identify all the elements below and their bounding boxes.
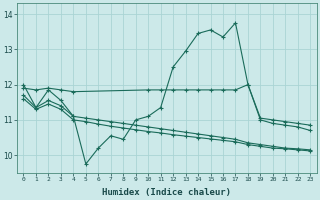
X-axis label: Humidex (Indice chaleur): Humidex (Indice chaleur) bbox=[102, 188, 231, 197]
